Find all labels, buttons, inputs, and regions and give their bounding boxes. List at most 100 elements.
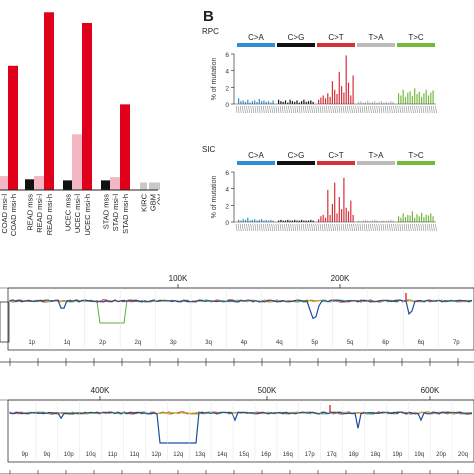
trinucleotide-context-label	[284, 105, 286, 114]
chromosome-arm-label: 6p	[382, 340, 389, 346]
trinucleotide-context-label	[370, 223, 372, 232]
trinucleotide-context-label	[340, 223, 343, 232]
mutation-type-label: T>C	[408, 33, 424, 42]
bar-ucec-mss	[63, 180, 72, 190]
trinucleotide-context-label	[317, 223, 320, 232]
trinucleotide-context-label	[355, 105, 357, 114]
spectrum-bar	[312, 101, 314, 104]
spectrum-bar	[336, 213, 338, 222]
spectrum-bar	[251, 219, 253, 222]
mutation-type-band	[237, 43, 275, 47]
spectrum-bar	[411, 96, 413, 104]
trinucleotide-context-label	[294, 223, 297, 232]
spectrum-bar	[331, 81, 333, 104]
spectrum-bar	[364, 219, 367, 222]
spectrum-bar	[334, 89, 336, 104]
trinucleotide-context-label	[328, 223, 330, 232]
trinucleotide-context-label	[292, 105, 294, 114]
trinucleotide-context-label	[271, 223, 273, 232]
track-frame	[7, 399, 474, 463]
spectrum-bar	[416, 94, 418, 104]
trinucleotide-context-label	[374, 105, 376, 114]
spectrum-bar	[390, 219, 392, 222]
spectrum-bar	[303, 220, 305, 222]
trinucleotide-context-label	[349, 223, 351, 232]
spectrum-bar	[432, 216, 434, 222]
chromosome-arm-label: 5q	[347, 340, 354, 346]
spectrum-bar	[367, 220, 369, 222]
trinucleotide-context-label	[340, 105, 343, 114]
spectrum-bar	[258, 99, 260, 104]
mutation-type-label: C>A	[248, 33, 264, 42]
spectrum-bar	[256, 101, 258, 104]
spectrum-bar	[374, 219, 376, 222]
trinucleotide-context-label	[242, 105, 244, 114]
trinucleotide-context-label	[338, 223, 341, 232]
spectrum-bar	[350, 200, 352, 222]
chromosome-arm-label: 19q	[414, 452, 424, 458]
trinucleotide-context-label	[281, 223, 284, 232]
trinucleotide-context-label	[292, 223, 294, 232]
trinucleotide-context-label	[357, 223, 360, 232]
position-tick-label: 200K	[331, 274, 350, 283]
trinucleotide-context-label	[290, 223, 292, 232]
bar-label: COAD msi-l	[0, 194, 9, 234]
bar-stad-mss	[101, 180, 110, 190]
spectrum-bar	[284, 100, 287, 104]
trinucleotide-context-label	[311, 105, 313, 114]
spectrum-bar	[378, 221, 380, 222]
trinucleotide-context-label	[393, 105, 395, 114]
spectrum-bar	[254, 100, 256, 104]
chromosome-arm-label: 16q	[283, 452, 293, 458]
spectrum-bar	[392, 220, 394, 222]
spectrum-y-tick-label: 0	[225, 220, 229, 227]
spectrum-bar	[282, 220, 284, 222]
trinucleotide-context-label	[296, 223, 299, 232]
spectrum-bar	[376, 220, 378, 222]
spectrum-bar	[278, 220, 280, 222]
trinucleotide-context-label	[277, 105, 280, 114]
trinucleotide-context-label	[412, 105, 414, 114]
trinucleotide-context-label	[258, 105, 261, 114]
trinucleotide-context-label	[290, 105, 292, 114]
spectrum-bar	[312, 220, 314, 222]
chromosome-arm-label: 4p	[241, 340, 248, 346]
trinucleotide-context-label	[414, 105, 416, 114]
spectrum-bar	[263, 220, 265, 222]
trinucleotide-context-label	[382, 223, 385, 232]
trinucleotide-context-label	[250, 105, 252, 114]
trinucleotide-context-label	[305, 223, 307, 232]
trinucleotide-context-label	[426, 223, 429, 232]
trinucleotide-context-label	[347, 105, 349, 114]
spectrum-bar	[270, 219, 272, 222]
trinucleotide-context-label	[361, 105, 364, 114]
copy-number-line-green	[9, 299, 473, 324]
trinucleotide-context-label	[351, 223, 353, 232]
chromosome-arm-label: 11q	[130, 452, 140, 458]
trinucleotide-context-label	[361, 223, 364, 232]
spectrum-bar	[345, 55, 347, 104]
chromosome-arm-label: 19p	[392, 452, 403, 458]
chromosome-arm-label: 9q	[44, 452, 51, 458]
trinucleotide-context-label	[248, 105, 250, 114]
trinucleotide-context-label	[332, 223, 334, 232]
spectrum-bar	[411, 211, 413, 222]
trinucleotide-context-label	[275, 223, 278, 232]
spectrum-bar	[282, 101, 284, 104]
spectrum-y-tick-label: 0	[225, 102, 229, 109]
trinucleotide-context-label	[393, 223, 395, 232]
trinucleotide-context-label	[368, 105, 370, 114]
bar-label: UCEC msi-l	[73, 194, 82, 233]
spectrum-bar	[294, 101, 296, 104]
chromosome-arm-label: 20p	[436, 452, 447, 458]
spectrum-bar	[334, 182, 336, 222]
spectrum-y-axis-label: % of mutation	[211, 175, 218, 218]
trinucleotide-context-label	[412, 223, 414, 232]
panel-c-copy-number: 100K 200K 1p 1q 2p 2q 3p 3q 4p 4q 5p 5q 6p 6q 7p 400K 50…	[0, 274, 474, 474]
bar-label: GBM	[149, 194, 158, 211]
chromosome-arm-label: 2p	[99, 340, 106, 346]
spectrum-bar	[343, 177, 345, 222]
trinucleotide-context-label	[319, 223, 322, 232]
bar-stad-msi-h	[120, 104, 130, 190]
spectrum-y-tick-label: 4	[225, 69, 229, 76]
